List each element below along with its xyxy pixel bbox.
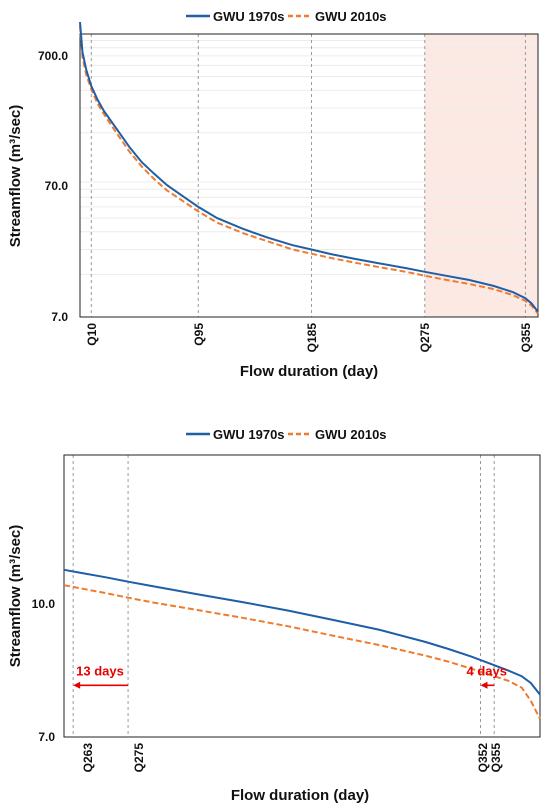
chart-bottom-xtick-q352: Q352 bbox=[476, 743, 490, 773]
chart-top-line-2010s bbox=[79, 25, 539, 315]
annotation-4-days: 4 days bbox=[467, 663, 507, 689]
annotation-13-days-arrowhead bbox=[73, 681, 81, 689]
chart-top-gridlines bbox=[80, 39, 538, 275]
chart-top-ytick-7: 7.0 bbox=[51, 310, 68, 324]
legend-bottom: GWU 1970s GWU 2010s bbox=[186, 427, 387, 442]
legend-bottom-label-1970s: GWU 1970s bbox=[213, 427, 285, 442]
chart-bottom-xtick-q263: Q263 bbox=[81, 743, 95, 773]
legend-top-label-2010s: GWU 2010s bbox=[315, 9, 387, 24]
chart-top-y-axis-title: Streamflow (m³/sec) bbox=[7, 105, 24, 248]
chart-top-ytick-70: 70.0 bbox=[45, 179, 69, 193]
chart-top-line-1970s bbox=[79, 22, 539, 313]
chart-bottom-xtick-q275: Q275 bbox=[132, 743, 146, 773]
chart-bottom-vertical-guides bbox=[72, 455, 495, 737]
chart-bottom-x-axis-title: Flow duration (day) bbox=[231, 787, 369, 804]
annotation-13-days-label: 13 days bbox=[76, 663, 124, 678]
chart-top-xtick-q95: Q95 bbox=[192, 323, 206, 346]
chart-bottom-y-axis-title: Streamflow (m³/sec) bbox=[7, 525, 24, 668]
legend-top: GWU 1970s GWU 2010s bbox=[186, 9, 387, 24]
chart-bottom-ytick-7: 7.0 bbox=[38, 730, 55, 744]
chart-top-xtick-q185: Q185 bbox=[305, 323, 319, 353]
chart-top-vertical-guides bbox=[90, 34, 526, 317]
annotation-13-days: 13 days bbox=[73, 663, 129, 689]
legend-top-label-1970s: GWU 1970s bbox=[213, 9, 285, 24]
chart-bottom-plot-frame bbox=[63, 454, 541, 738]
annotation-4-days-label: 4 days bbox=[467, 663, 507, 678]
chart-top: 700.0 70.0 7.0 Q10 Q95 Q185 Q275 Q355 St… bbox=[7, 22, 539, 380]
chart-top-xtick-q10: Q10 bbox=[85, 323, 99, 346]
chart-top-plot-frame bbox=[79, 33, 539, 318]
annotation-4-days-arrowhead bbox=[480, 681, 488, 689]
legend-bottom-label-2010s: GWU 2010s bbox=[315, 427, 387, 442]
chart-bottom: 10.0 7.0 Q263 Q275 Q352 Q355 13 days 4 d… bbox=[7, 454, 541, 804]
chart-top-highlight-region bbox=[424, 34, 538, 317]
chart-bottom-xtick-q355: Q355 bbox=[489, 743, 503, 773]
chart-top-xtick-q275: Q275 bbox=[418, 323, 432, 353]
chart-bottom-ytick-10: 10.0 bbox=[32, 597, 56, 611]
chart-bottom-line-1970s bbox=[63, 568, 541, 696]
chart-top-ytick-700: 700.0 bbox=[38, 49, 68, 63]
chart-top-xtick-q355: Q355 bbox=[519, 323, 533, 353]
chart-top-x-axis-title: Flow duration (day) bbox=[240, 363, 378, 380]
chart-bottom-line-2010s bbox=[63, 584, 541, 720]
